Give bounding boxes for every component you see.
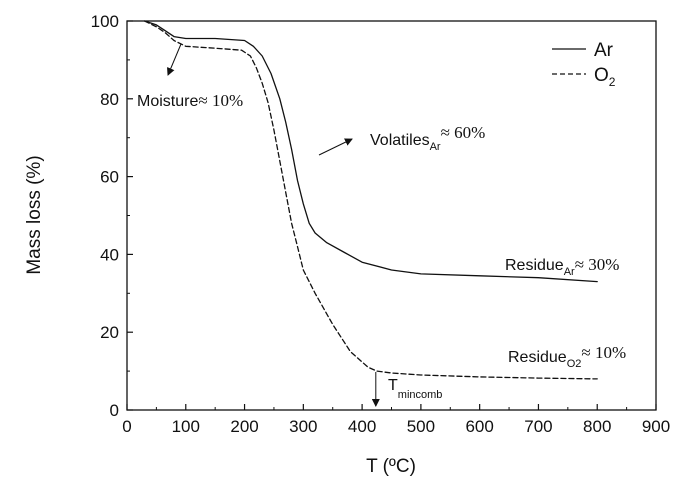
plot-frame <box>126 20 657 411</box>
tmincomb-annotation: Tmincomb <box>388 377 442 401</box>
residue-ar-annotation: ResidueAr≈ 30% <box>505 255 619 278</box>
x-tick-label: 800 <box>583 417 611 436</box>
x-tick-label: 300 <box>289 417 317 436</box>
moisture-arrow <box>167 43 182 76</box>
x-tick-label: 900 <box>642 417 670 436</box>
x-ticks: 0 100 200 300 400 500 600 700 800 900 <box>122 404 670 436</box>
x-tick-label: 200 <box>230 417 258 436</box>
y-tick-label: 80 <box>100 90 119 109</box>
volatiles-annotation: VolatilesAr≈ 60% <box>370 123 485 153</box>
y-axis-title: Mass loss (%) <box>24 155 45 274</box>
x-tick-label: 100 <box>172 417 200 436</box>
legend-label-ar: Ar <box>594 40 614 61</box>
annotation-residue-ar: ResidueAr≈ 30% <box>505 255 619 278</box>
series-layer <box>143 20 598 380</box>
y-tick-label: 40 <box>100 245 119 264</box>
y-ticks: 0 20 40 60 80 100 <box>91 12 133 420</box>
annotation-tmincomb: Tmincomb <box>371 372 442 407</box>
series-line-o2 <box>143 20 598 380</box>
moisture-annotation: Moisture≈ 10% <box>137 91 243 110</box>
x-tick-label: 0 <box>122 417 131 436</box>
annotation-moisture: Moisture≈ 10% <box>137 43 243 110</box>
volatiles-arrow <box>318 138 353 156</box>
annotation-residue-o2: ResidueO2≈ 10% <box>508 343 626 370</box>
residue-o2-annotation: ResidueO2≈ 10% <box>508 343 626 370</box>
y-tick-label: 60 <box>100 168 119 187</box>
legend: Ar O2 <box>552 40 616 89</box>
x-tick-label: 600 <box>465 417 493 436</box>
x-tick-label: 500 <box>407 417 435 436</box>
legend-label-o2: O2 <box>594 65 616 89</box>
x-tick-label: 400 <box>348 417 376 436</box>
y-tick-label: 0 <box>110 401 119 420</box>
series-line-ar <box>143 20 598 283</box>
y-tick-label: 100 <box>91 12 119 31</box>
y-tick-label: 20 <box>100 323 119 342</box>
x-axis-title: T (ºC) <box>366 456 416 477</box>
x-tick-label: 700 <box>524 417 552 436</box>
annotation-volatiles: VolatilesAr≈ 60% <box>318 123 485 156</box>
